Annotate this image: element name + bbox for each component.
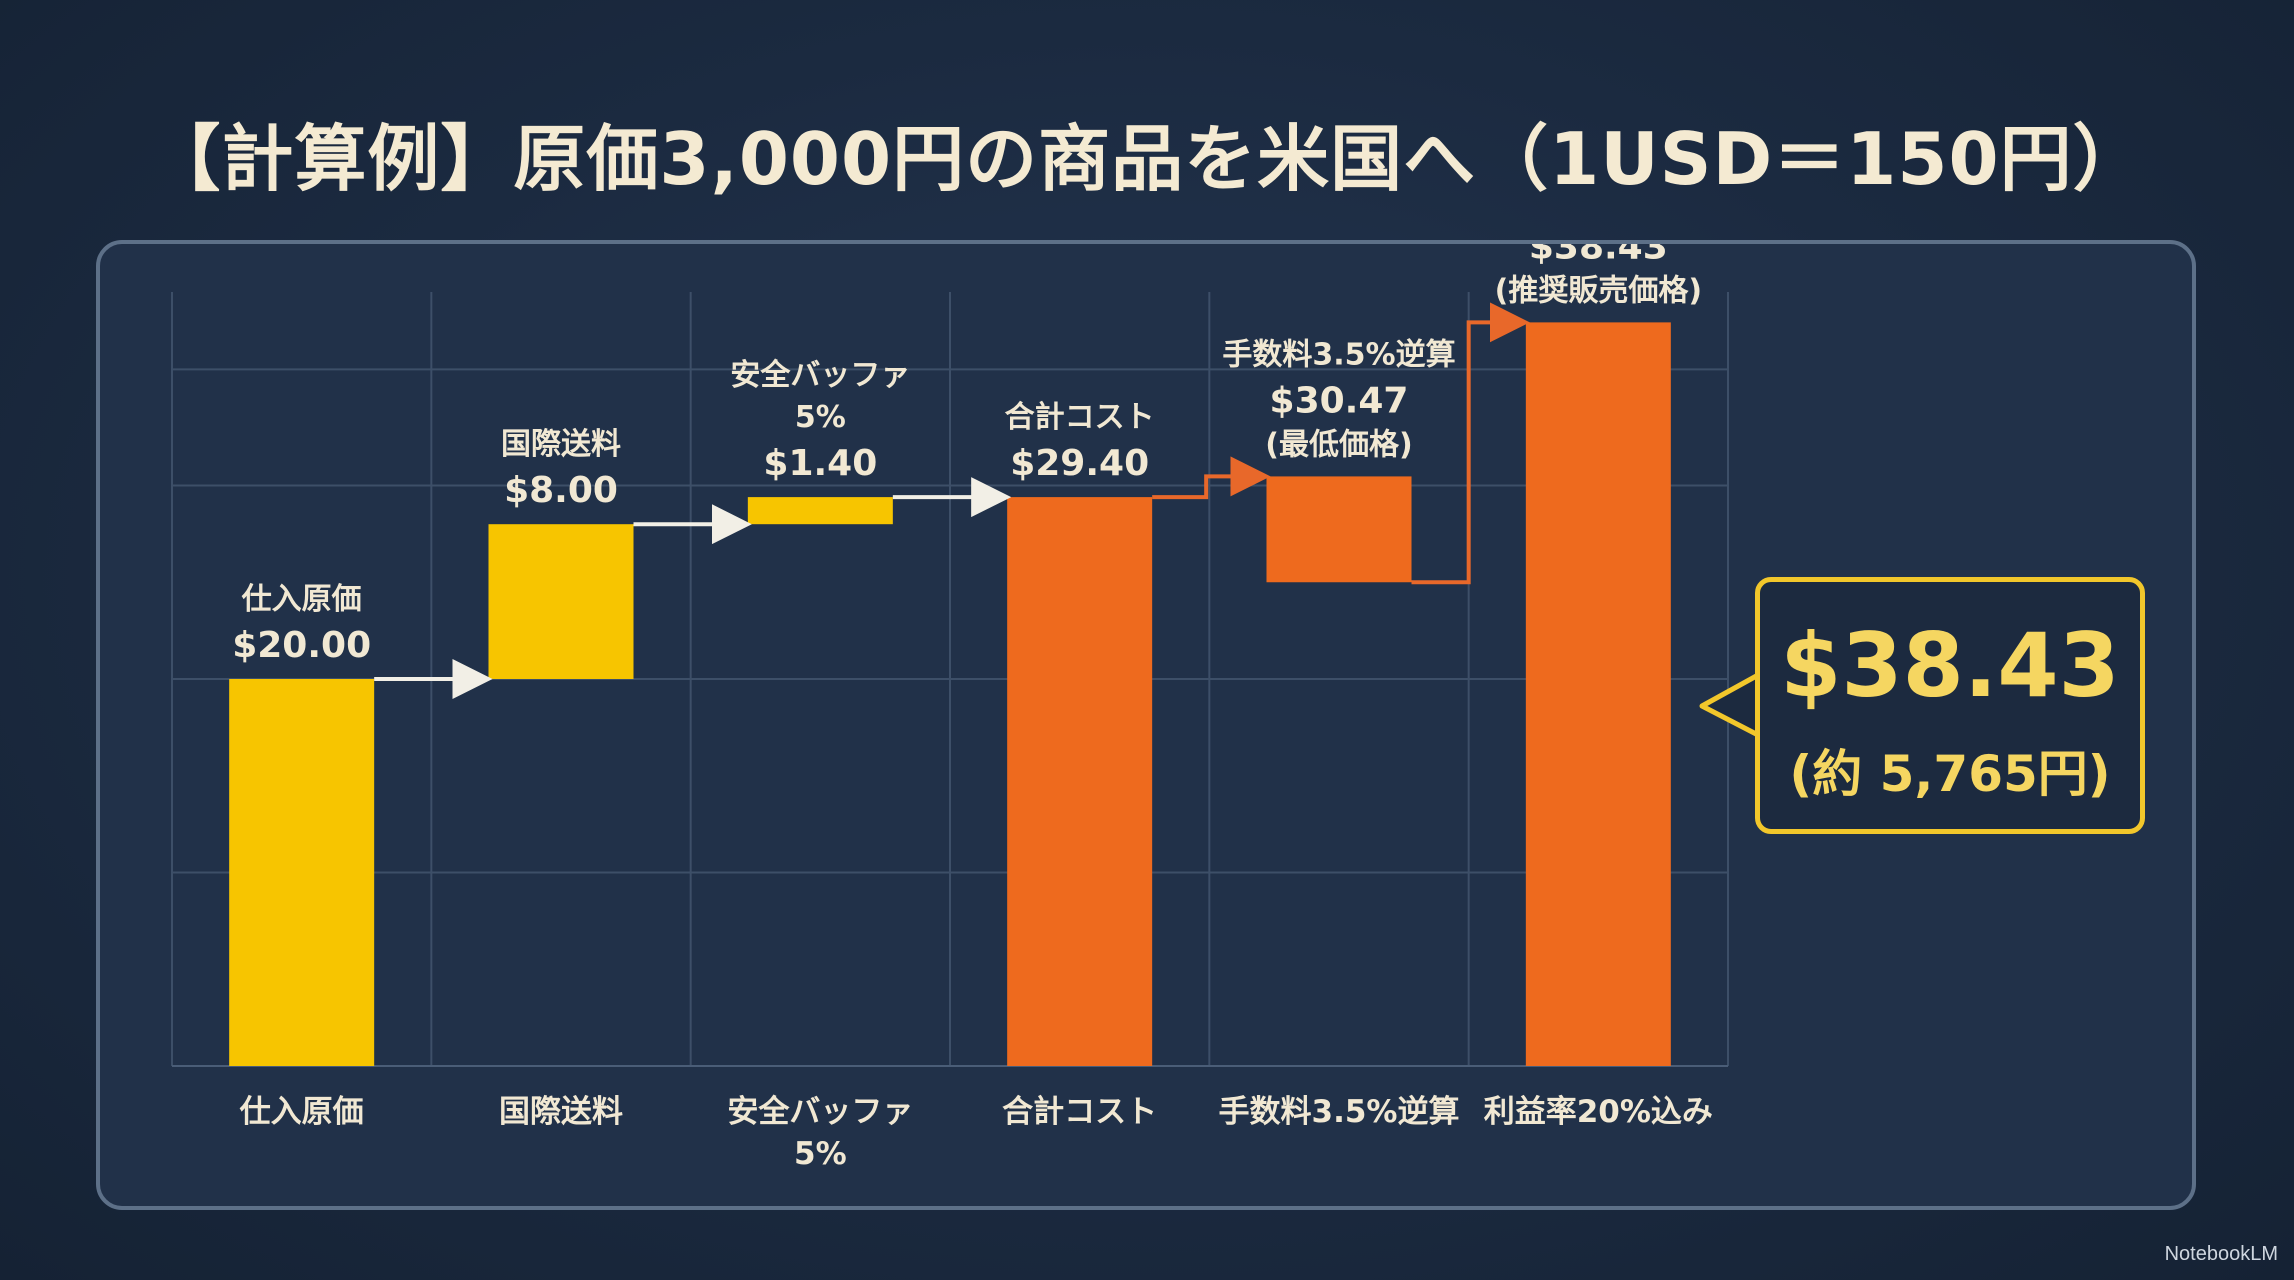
bar-1 bbox=[229, 679, 375, 1066]
data-label: 安全バッファ bbox=[730, 358, 910, 393]
data-label: 国際送料 bbox=[501, 427, 621, 462]
price-callout: $38.43 (約 5,765円) bbox=[1755, 577, 2145, 834]
data-label: $30.47 bbox=[1270, 380, 1409, 421]
data-label: 手数料3.5%逆算 bbox=[1222, 337, 1455, 372]
page-title: 【計算例】原価3,000円の商品を米国へ（1USD＝150円） bbox=[148, 117, 2146, 201]
data-label: $8.00 bbox=[504, 470, 618, 511]
x-tick-label: 仕入原価 bbox=[240, 1094, 364, 1130]
data-label: $29.40 bbox=[1010, 443, 1149, 484]
bar-4 bbox=[1007, 497, 1153, 1066]
data-label: 5% bbox=[795, 400, 846, 435]
bar-3 bbox=[747, 497, 893, 525]
bar-6 bbox=[1525, 322, 1671, 1066]
waterfall-chart: 仕入原価 $20.00 国際送料 $8.00 安全バッファ 5% $1.40 合計コスト $29… bbox=[171, 244, 1729, 1172]
callout-pointer bbox=[1699, 671, 1764, 739]
x-tick-label: 合計コスト bbox=[1002, 1094, 1157, 1130]
data-label: (最低価格) bbox=[1265, 427, 1412, 462]
bar-5 bbox=[1266, 476, 1412, 583]
x-tick-label: 安全バッファ bbox=[727, 1094, 913, 1130]
connector-arrow bbox=[1411, 302, 1530, 585]
x-tick-label: 国際送料 bbox=[499, 1094, 623, 1130]
data-label: $1.40 bbox=[763, 443, 877, 484]
bar-2 bbox=[488, 524, 634, 679]
data-label: $20.00 bbox=[232, 625, 371, 666]
x-tick-label: 5% bbox=[794, 1136, 847, 1172]
x-tick-label: 利益率20%込み bbox=[1484, 1094, 1713, 1130]
x-tick-label: 手数料3.5%逆算 bbox=[1219, 1094, 1460, 1130]
data-label: $38.43 bbox=[1529, 244, 1668, 267]
callout-value: $38.43 bbox=[1780, 614, 2120, 717]
data-label: (推奨販売価格) bbox=[1495, 273, 1702, 308]
brand-watermark: NotebookLM bbox=[2164, 1243, 2278, 1265]
data-label: 合計コスト bbox=[1005, 400, 1155, 435]
callout-yen-note: (約 5,765円) bbox=[1789, 745, 2111, 803]
data-label: 仕入原価 bbox=[241, 582, 362, 617]
connector-arrow bbox=[1152, 456, 1271, 500]
